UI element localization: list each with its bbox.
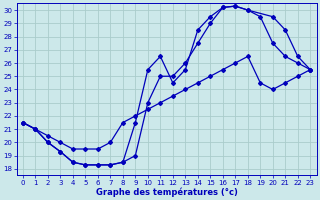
X-axis label: Graphe des températures (°c): Graphe des températures (°c) (96, 187, 237, 197)
